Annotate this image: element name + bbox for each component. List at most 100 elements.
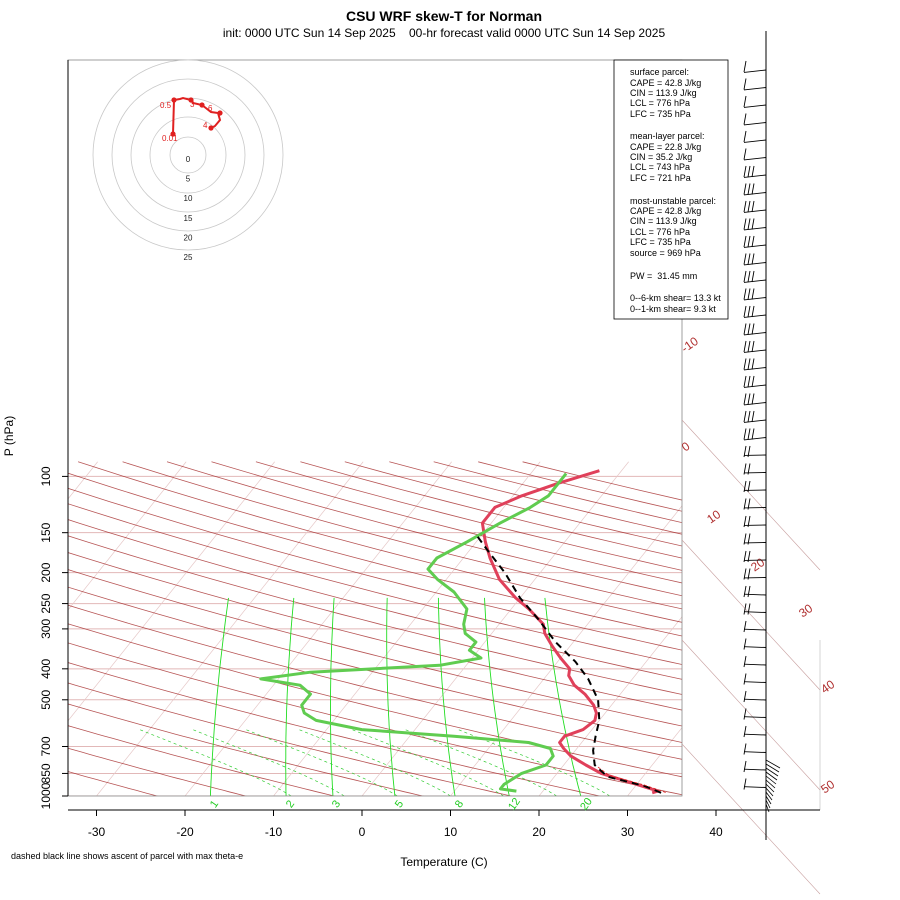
barb-flag-7-1 <box>747 183 751 195</box>
info-ml-3: LCL = 743 hPa <box>630 162 690 172</box>
info-surface-2: CIN = 113.9 J/kg <box>630 88 697 98</box>
x-tick-label-4: 10 <box>444 825 458 839</box>
barb-surface-11 <box>765 803 770 813</box>
hodo-ring-label-0: 0 <box>186 155 191 164</box>
hodo-point-2 <box>188 97 194 103</box>
mixing-ratio-1 <box>209 597 229 796</box>
hodo-label-5: 4 <box>203 121 208 130</box>
barb-surface-0 <box>765 759 781 769</box>
barb-shaft-32 <box>743 628 767 631</box>
barb-flag-6-2 <box>751 165 755 178</box>
surface-parcel-trace <box>597 766 666 793</box>
dry-adiabat-380 <box>68 519 682 680</box>
barb-flag-27-1 <box>747 533 751 545</box>
background-grid <box>68 461 682 796</box>
barb-flag-22-0 <box>743 445 747 458</box>
isotherm-ext-3 <box>681 743 821 895</box>
barb-shaft-4 <box>743 139 767 143</box>
dry-adiabat-320 <box>68 623 682 778</box>
barb-flag-27-0 <box>743 533 747 545</box>
barb-flag-7-0 <box>743 183 747 195</box>
x-axis-ticks: -30 -20 -10 0 10 20 30 40 <box>68 809 820 839</box>
barb-flag-13-0 <box>743 288 747 300</box>
barb-flag-30-0 <box>743 585 747 598</box>
isotherm-ext-1 <box>681 539 821 691</box>
hodo-ring-label-2: 10 <box>184 194 193 203</box>
barb-shaft-6 <box>743 174 767 178</box>
barb-flag-18-2 <box>751 375 755 388</box>
barb-flag-21-2 <box>751 428 755 440</box>
barb-flag-39-0 <box>743 743 747 755</box>
barb-shaft-34 <box>743 663 767 666</box>
barb-shaft-13 <box>743 297 767 301</box>
barb-flag-20-1 <box>747 410 751 423</box>
barb-flag-18-0 <box>743 375 747 388</box>
info-pw: PW = 31.45 mm <box>630 271 697 281</box>
hodo-point-5 <box>208 125 214 131</box>
hodo-ring-2 <box>130 97 246 213</box>
barb-shaft-16 <box>743 349 767 353</box>
moist-adiabat-6 <box>458 729 610 796</box>
barb-flag-30-1 <box>747 585 751 598</box>
hodo-label-2: 0.5 <box>160 101 172 110</box>
chart-title: CSU WRF skew-T for Norman <box>346 8 542 24</box>
barb-flag-24-1 <box>747 480 751 493</box>
barb-flag-36-0 <box>743 690 747 703</box>
hodo-ring-label-1: 5 <box>186 175 191 184</box>
isotherm-label-2: 10 <box>704 507 723 526</box>
x-tick-label-1: -20 <box>176 825 194 839</box>
isotherm-ext-2 <box>681 639 821 791</box>
y-axis-label: P (hPa) <box>2 416 16 456</box>
barb-flag-32-0 <box>743 620 747 633</box>
barb-shaft-33 <box>743 646 767 648</box>
hodo-point-4 <box>217 110 223 116</box>
barb-flag-6-1 <box>747 165 751 178</box>
barb-flag-34-0 <box>743 655 747 668</box>
barb-flag-40-0 <box>743 760 747 773</box>
x-tick-label-7: 40 <box>709 825 723 839</box>
dry-adiabat-480 <box>344 461 682 547</box>
barb-flag-17-2 <box>751 358 755 370</box>
dry-adiabat-410 <box>68 472 682 637</box>
series-parcel <box>473 532 662 794</box>
barb-flag-20-2 <box>751 410 755 423</box>
dry-adiabat-330 <box>68 604 682 760</box>
dry-adiabat-440 <box>166 461 682 597</box>
barb-shaft-9 <box>743 227 767 231</box>
barb-flag-12-0 <box>743 270 747 283</box>
parcel-info-box: surface parcel: CAPE = 42.8 J/kg CIN = 1… <box>613 59 729 320</box>
barb-shaft-10 <box>743 244 767 248</box>
barb-flag-24-0 <box>743 480 747 493</box>
chart-subtitle: init: 0000 UTC Sun 14 Sep 2025 00-hr for… <box>223 26 666 40</box>
hodograph-points <box>170 97 223 137</box>
isotherm-label-6: 50 <box>818 777 837 796</box>
barb-flag-12-2 <box>751 270 755 283</box>
barb-shaft-41 <box>743 786 767 788</box>
isotherm-extension <box>681 419 821 895</box>
x-tick-label-0: -30 <box>88 825 106 839</box>
barb-flag-8-0 <box>743 200 747 213</box>
barb-flag-14-2 <box>751 305 755 318</box>
isotherm--20 <box>184 461 452 796</box>
barb-flag-21-1 <box>747 428 751 440</box>
barb-flag-25-1 <box>747 498 751 510</box>
barb-shaft-40 <box>743 768 767 771</box>
barb-shaft-2 <box>743 104 767 108</box>
hodo-point-0 <box>170 131 176 137</box>
info-mu-4: LFC = 735 hPa <box>630 237 691 247</box>
mixing-ratio-label-6: 20 <box>578 796 595 813</box>
barb-flag-31-1 <box>747 603 751 615</box>
info-surface-0: surface parcel: <box>630 67 689 77</box>
barb-shaft-19 <box>743 402 767 406</box>
barb-flag-10-1 <box>747 235 751 248</box>
hodo-label-4: 6 <box>208 104 213 113</box>
hodo-ring-1 <box>149 116 227 194</box>
barb-flag-10-0 <box>743 235 747 248</box>
info-box-frame <box>613 59 729 320</box>
barb-flag-6-0 <box>743 165 747 178</box>
moist-adiabat-2 <box>245 729 398 796</box>
isotherm-label-4: 30 <box>796 601 815 620</box>
moist-adiabat-1 <box>192 729 345 796</box>
